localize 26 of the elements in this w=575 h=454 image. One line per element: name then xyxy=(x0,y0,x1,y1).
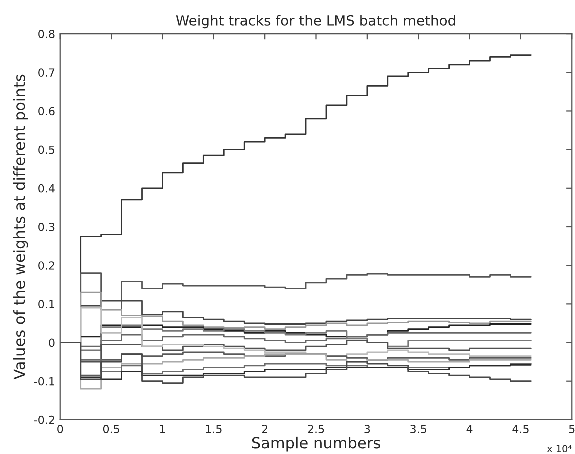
y-tick-label: -0.2 xyxy=(34,416,54,424)
y-tick-label: 0.6 xyxy=(38,107,55,116)
y-tick-label: 0.3 xyxy=(38,222,55,232)
x-tick-label: 2.5 xyxy=(308,425,324,434)
y-tick-label: 0.7 xyxy=(38,68,55,78)
y-tick-label: 0.4 xyxy=(38,184,55,193)
y-tick-label: -0.1 xyxy=(34,377,54,386)
x-tick-label: 5 xyxy=(569,425,575,434)
x-tick-label: 2 xyxy=(262,425,268,434)
x-tick-label: 3.5 xyxy=(410,425,426,434)
x-tick-label: 4.5 xyxy=(512,425,529,434)
y-tick-label: 0.5 xyxy=(38,146,55,154)
x-tick-label: 0 xyxy=(58,425,64,434)
y-tick-label: 0.2 xyxy=(38,262,54,270)
text: x 10⁴ xyxy=(547,445,572,453)
y-axis-title: Values of the weights at different points xyxy=(13,74,28,380)
x-tick-label: 0.5 xyxy=(103,425,120,434)
x-axis-title: Sample numbers xyxy=(252,436,380,452)
chart-title: Weight tracks for the LMS batch method xyxy=(176,15,456,29)
y-tick-label: 0.1 xyxy=(38,300,54,309)
y-tick-label: 0 xyxy=(49,338,55,348)
x-tick-label: 4 xyxy=(466,425,473,434)
x-tick-label: 3 xyxy=(364,425,370,434)
x-tick-label: 1.5 xyxy=(206,425,222,434)
y-tick-label: 0.8 xyxy=(38,30,55,38)
x-tick-label: 1 xyxy=(160,425,166,434)
